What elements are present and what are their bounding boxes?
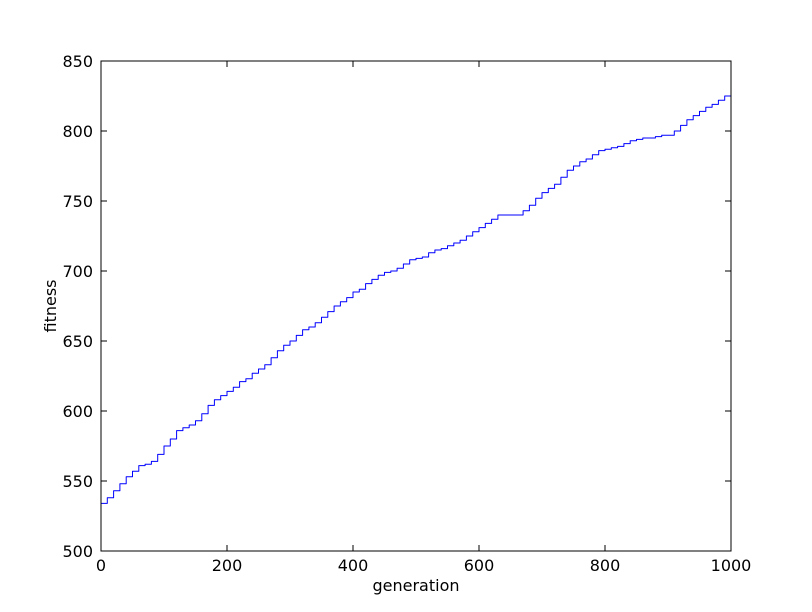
y-tick-label: 750 — [62, 192, 93, 211]
plot-frame — [100, 60, 732, 552]
y-tick-label: 850 — [62, 52, 93, 71]
y-tick-label: 500 — [62, 542, 93, 561]
x-tick-label: 1000 — [711, 556, 752, 575]
x-tick-label: 200 — [212, 556, 243, 575]
y-tick-label: 600 — [62, 402, 93, 421]
data-line-layer — [101, 95, 731, 504]
x-tick-label: 600 — [464, 556, 495, 575]
y-tick-label: 550 — [62, 472, 93, 491]
x-axis-label: generation — [372, 576, 459, 595]
fitness-series-line — [101, 95, 731, 504]
x-tick-label: 800 — [590, 556, 621, 575]
x-tick-label: 400 — [338, 556, 369, 575]
y-tick-label: 700 — [62, 262, 93, 281]
x-tick-label: 0 — [96, 556, 106, 575]
y-tick-label: 650 — [62, 332, 93, 351]
y-axis-label: fitness — [41, 279, 60, 332]
tick-labels-layer: 0 200 400 600 800 1000 500 550 600 650 700 750 800 85… — [62, 52, 751, 575]
y-tick-label: 800 — [62, 122, 93, 141]
